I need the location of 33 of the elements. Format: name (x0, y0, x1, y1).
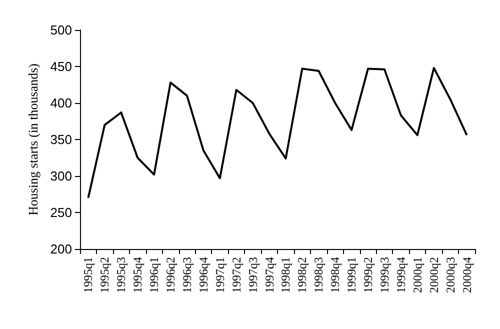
x-tick-label: 1998q3 (312, 257, 326, 293)
x-tick-label: 1995q4 (130, 257, 145, 293)
x-tick-label: 1995q2 (98, 257, 112, 293)
x-tick-label: 1999q1 (344, 257, 359, 293)
y-tick-label: 200 (50, 242, 72, 256)
x-tick-label: 1996q2 (164, 257, 178, 293)
x-tick-label: 1995q3 (114, 257, 128, 293)
x-tick-label: 1996q1 (147, 257, 162, 293)
x-tick-label: 1998q1 (278, 257, 293, 293)
x-tick-label: 1995q1 (81, 257, 96, 293)
x-tick-label: 1998q2 (295, 257, 310, 293)
x-tick-label: 2000q1 (410, 257, 424, 293)
y-tick-label: 250 (50, 205, 72, 220)
x-tick-label: 1997q1 (212, 257, 227, 293)
y-tick-label: 450 (50, 59, 72, 74)
x-tick-label: 1996q3 (180, 257, 194, 293)
x-tick-label: 1996q4 (196, 257, 210, 293)
y-tick-label: 350 (50, 132, 72, 147)
x-tick-label: 1999q2 (361, 257, 376, 293)
x-tick-label: 2000q4 (460, 257, 474, 293)
x-tick-label: 2000q3 (443, 257, 458, 293)
y-axis-title: Housing starts (in thousands) (25, 63, 40, 216)
x-tick-label: 1999q4 (394, 257, 408, 293)
x-tick-label: 1999q3 (377, 257, 392, 293)
x-tick-label: 2000q2 (426, 257, 441, 293)
line-series (87, 66, 468, 199)
y-tick-label: 300 (50, 168, 72, 184)
x-tick-label: 1997q4 (262, 257, 276, 293)
x-tick-label: 1997q3 (246, 257, 260, 293)
x-tick-label: 1997q2 (229, 257, 244, 293)
y-tick-label: 500 (50, 22, 72, 38)
x-tick-label: 1998q4 (328, 257, 342, 293)
y-tick-label: 400 (50, 96, 72, 110)
